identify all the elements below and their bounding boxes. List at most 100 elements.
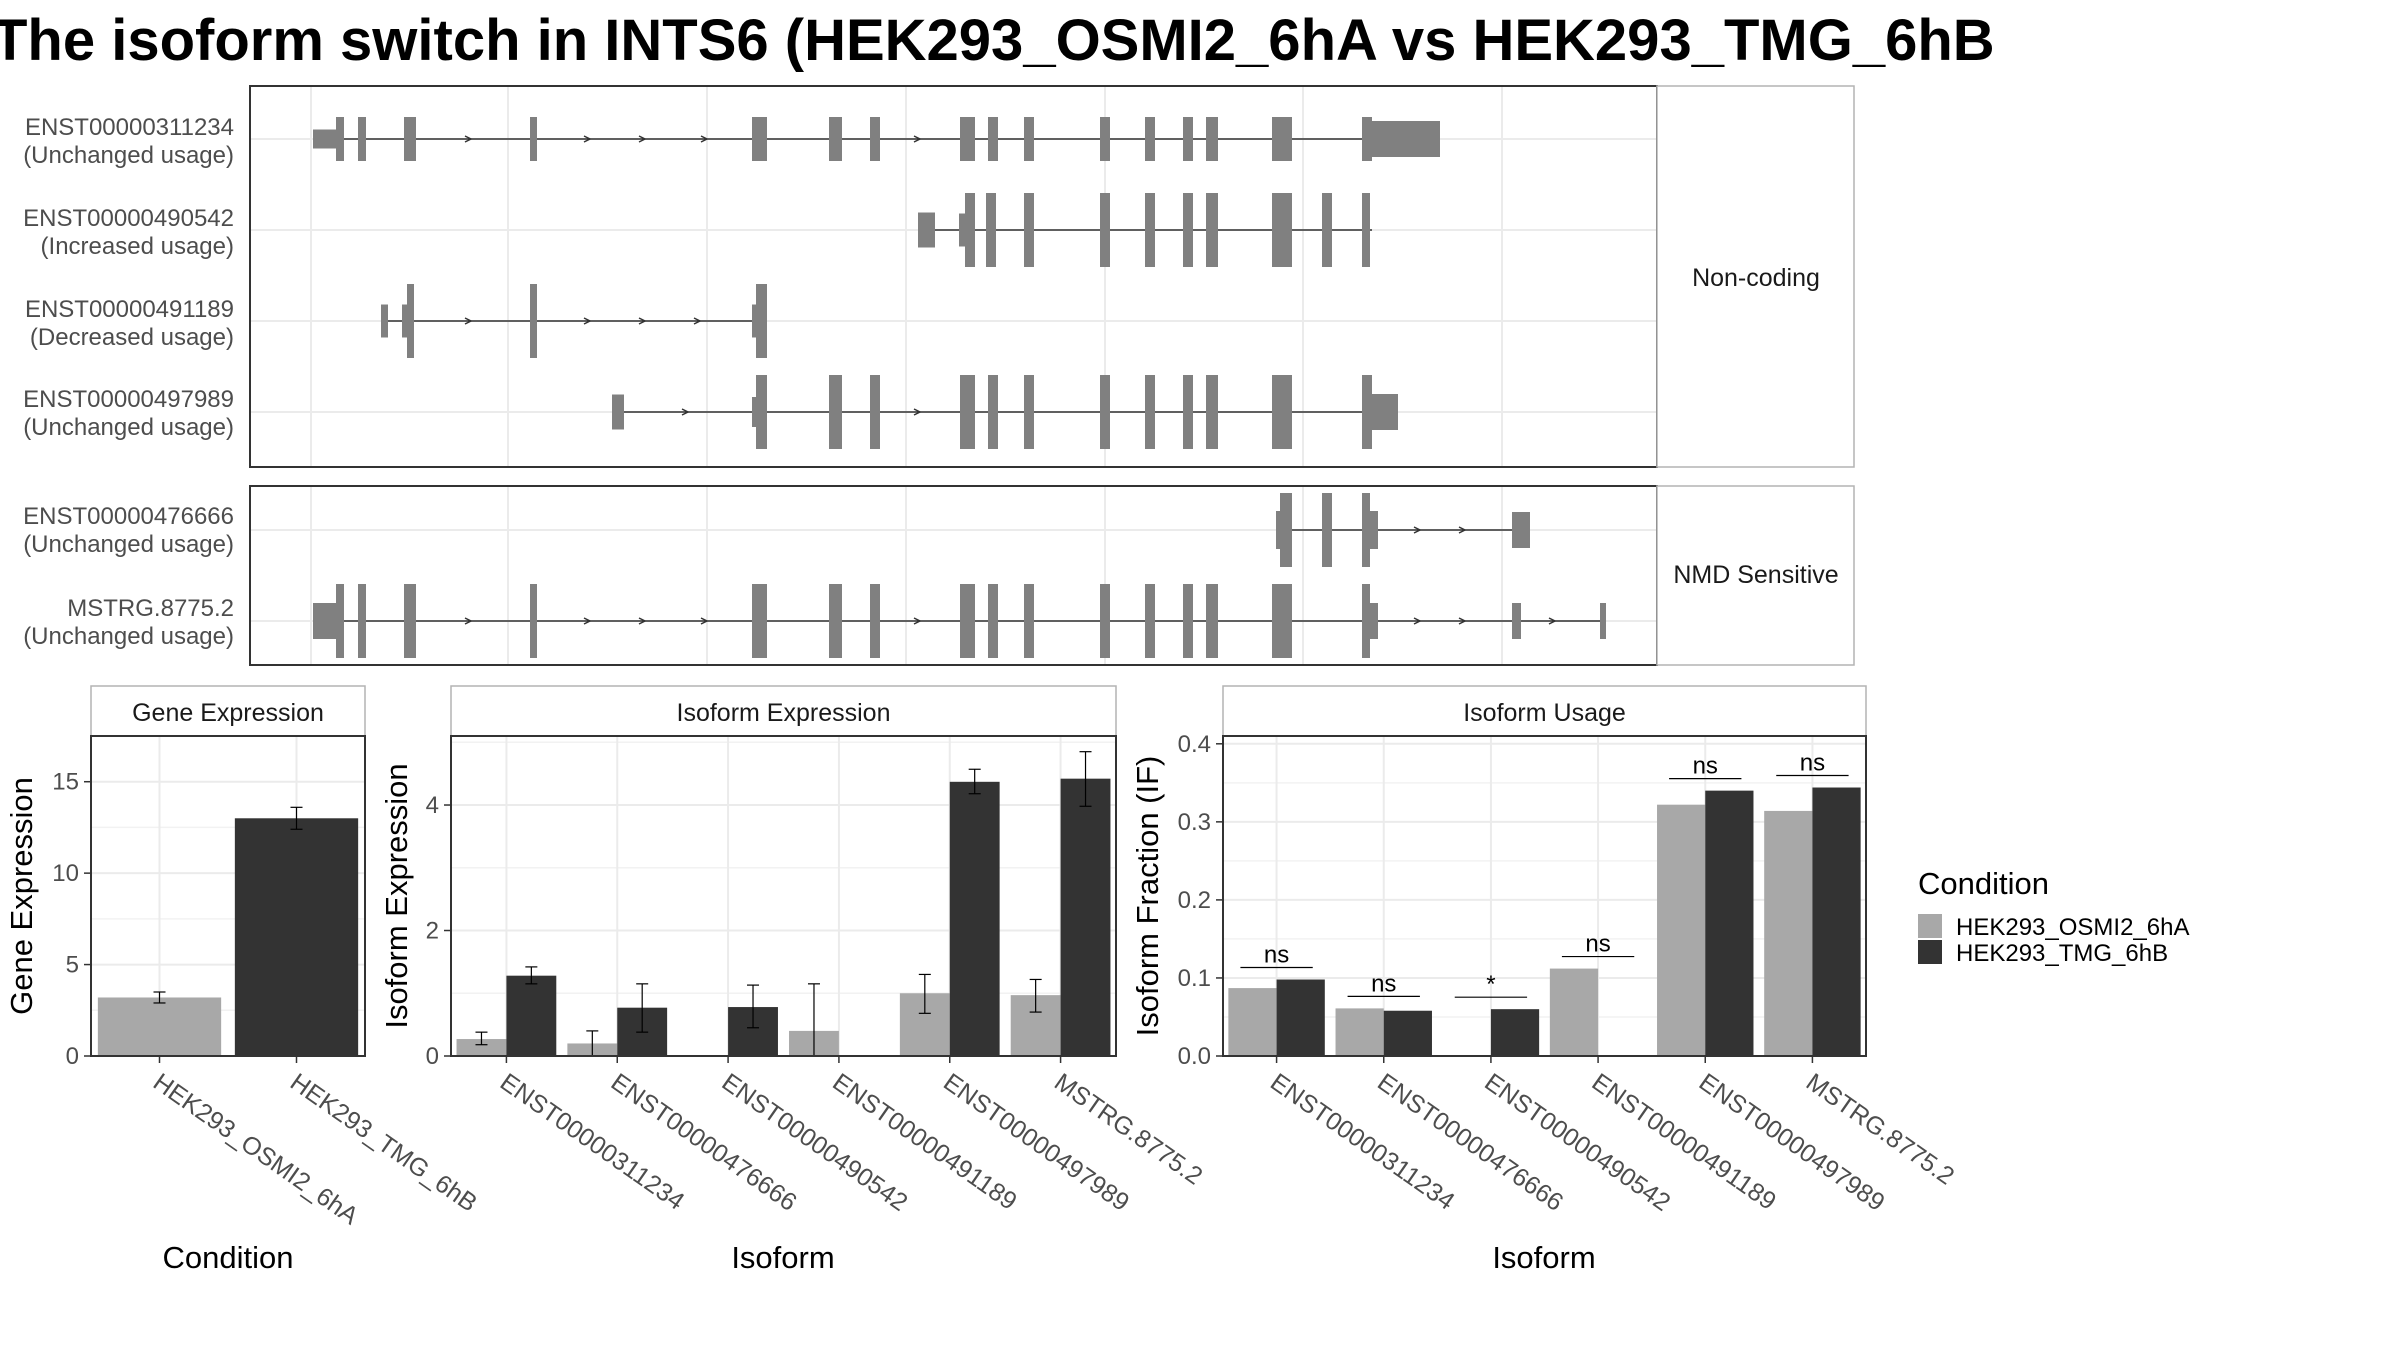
y-axis-title: Gene Expression <box>4 777 39 1015</box>
y-tick-label: 0.1 <box>1178 965 1211 992</box>
exon-block <box>752 117 767 161</box>
direction-arrow <box>464 135 473 143</box>
exon-block <box>1362 117 1372 161</box>
significance-label: ns <box>1371 970 1396 997</box>
bar <box>506 975 557 1056</box>
x-tick-label: ENST00000490542 <box>717 1068 913 1217</box>
y-tick-label: 4 <box>426 792 439 819</box>
bar <box>1812 787 1861 1056</box>
isoform-expression-chart: Isoform Expression024ENST00000311234ENST… <box>379 685 1207 1275</box>
exon-block <box>336 117 344 161</box>
exon-block <box>988 584 998 658</box>
y-tick-label: 10 <box>52 860 79 887</box>
y-tick-label: 2 <box>426 918 439 945</box>
exon-block <box>404 584 416 658</box>
strip-label: Isoform Expression <box>677 699 891 727</box>
exon-block <box>1276 511 1282 549</box>
transcript-track <box>918 193 1372 267</box>
direction-arrow <box>1548 617 1557 625</box>
exon-block <box>1362 493 1370 567</box>
transcript-track <box>612 375 1398 449</box>
exon-block <box>1272 584 1292 658</box>
significance-label: ns <box>1693 753 1718 780</box>
x-axis-title: Isoform <box>731 1240 834 1275</box>
exon-block <box>752 584 767 658</box>
exon-block <box>1024 584 1034 658</box>
exon-block <box>1322 493 1332 567</box>
exon-block <box>1206 193 1218 267</box>
transcript-id-label: ENST00000491189 <box>25 296 234 323</box>
y-axis-title: Isoform Expression <box>379 763 414 1028</box>
direction-arrow <box>700 135 709 143</box>
panel-border <box>1222 735 1867 1057</box>
direction-arrow <box>1413 617 1422 625</box>
exon-block <box>1369 394 1398 430</box>
bar <box>1228 988 1277 1056</box>
exon-block <box>986 193 996 267</box>
transcript-panel-non-coding: Non-coding <box>249 85 1855 468</box>
direction-arrow <box>464 317 473 325</box>
transcript-usage-label: (Unchanged usage) <box>23 414 234 441</box>
exon-block <box>1145 375 1155 449</box>
x-axis-title: Condition <box>163 1240 294 1275</box>
exon-block <box>313 603 340 639</box>
exon-block <box>530 284 537 358</box>
y-tick-label: 0.4 <box>1178 731 1211 758</box>
exon-block <box>1024 117 1034 161</box>
figure-title: The isoform switch in INTS6 (HEK293_OSMI… <box>0 8 1995 73</box>
exon-block <box>870 375 880 449</box>
y-tick-label: 0.0 <box>1178 1043 1211 1070</box>
transcript-labels: ENST00000311234 (Unchanged usage) ENST00… <box>23 114 234 650</box>
significance-label: * <box>1486 971 1495 998</box>
bar <box>456 1039 507 1056</box>
exon-block <box>1369 121 1440 157</box>
direction-arrow <box>1413 526 1422 534</box>
legend-label-tmg: HEK293_TMG_6hB <box>1956 940 2168 967</box>
panel-border <box>450 735 1117 1057</box>
bar <box>1705 790 1754 1056</box>
panel-background <box>250 486 1657 665</box>
exon-block <box>530 584 537 658</box>
legend-swatch-osmi2 <box>1918 914 1942 938</box>
strip-box <box>90 685 366 737</box>
bar <box>1549 968 1599 1056</box>
exon-block <box>918 212 935 248</box>
direction-arrow <box>638 617 647 625</box>
direction-arrow <box>1458 526 1467 534</box>
exon-block <box>870 584 880 658</box>
transcript-id-label: ENST00000311234 <box>25 114 234 141</box>
x-axis-title: Isoform <box>1492 1240 1595 1275</box>
strip-label: Isoform Usage <box>1463 699 1626 727</box>
transcript-usage-label: (Unchanged usage) <box>23 531 234 558</box>
direction-arrow <box>693 317 702 325</box>
exon-block <box>1183 375 1193 449</box>
transcript-track <box>1276 493 1530 567</box>
transcript-usage-label: (Unchanged usage) <box>23 142 234 169</box>
exon-block <box>1362 193 1370 267</box>
x-tick-label: ENST00000497989 <box>1694 1068 1890 1217</box>
x-tick-label: ENST00000476666 <box>606 1068 802 1217</box>
transcript-tracks <box>313 493 1606 658</box>
y-tick-label: 15 <box>52 769 79 796</box>
exon-block <box>1206 117 1218 161</box>
direction-arrow <box>1458 617 1467 625</box>
transcript-id-label: ENST00000490542 <box>23 205 234 232</box>
bar <box>234 818 359 1056</box>
exon-block <box>1145 117 1155 161</box>
x-tick-label: ENST00000476666 <box>1372 1068 1568 1217</box>
transcript-track <box>381 284 767 358</box>
strip-box <box>1656 85 1855 468</box>
gene-expression-chart: Gene Expression051015HEK293_OSMI2_6hAHEK… <box>4 685 482 1275</box>
transcript-track <box>313 584 1606 658</box>
exon-block <box>1145 584 1155 658</box>
isoform-usage-chart: Isoform Usage ns ns * ns ns ns 0.0 0.1 0.2 0.3 0.4 E… <box>1130 685 1959 1275</box>
exon-block <box>381 304 388 338</box>
bar <box>1657 804 1706 1056</box>
exon-block <box>1362 584 1370 658</box>
transcript-id-label: MSTRG.8775.2 <box>67 595 234 622</box>
significance-label: ns <box>1800 750 1825 777</box>
strip-box <box>1656 485 1855 666</box>
exon-block <box>988 117 998 161</box>
y-tick-label: 0.3 <box>1178 809 1211 836</box>
